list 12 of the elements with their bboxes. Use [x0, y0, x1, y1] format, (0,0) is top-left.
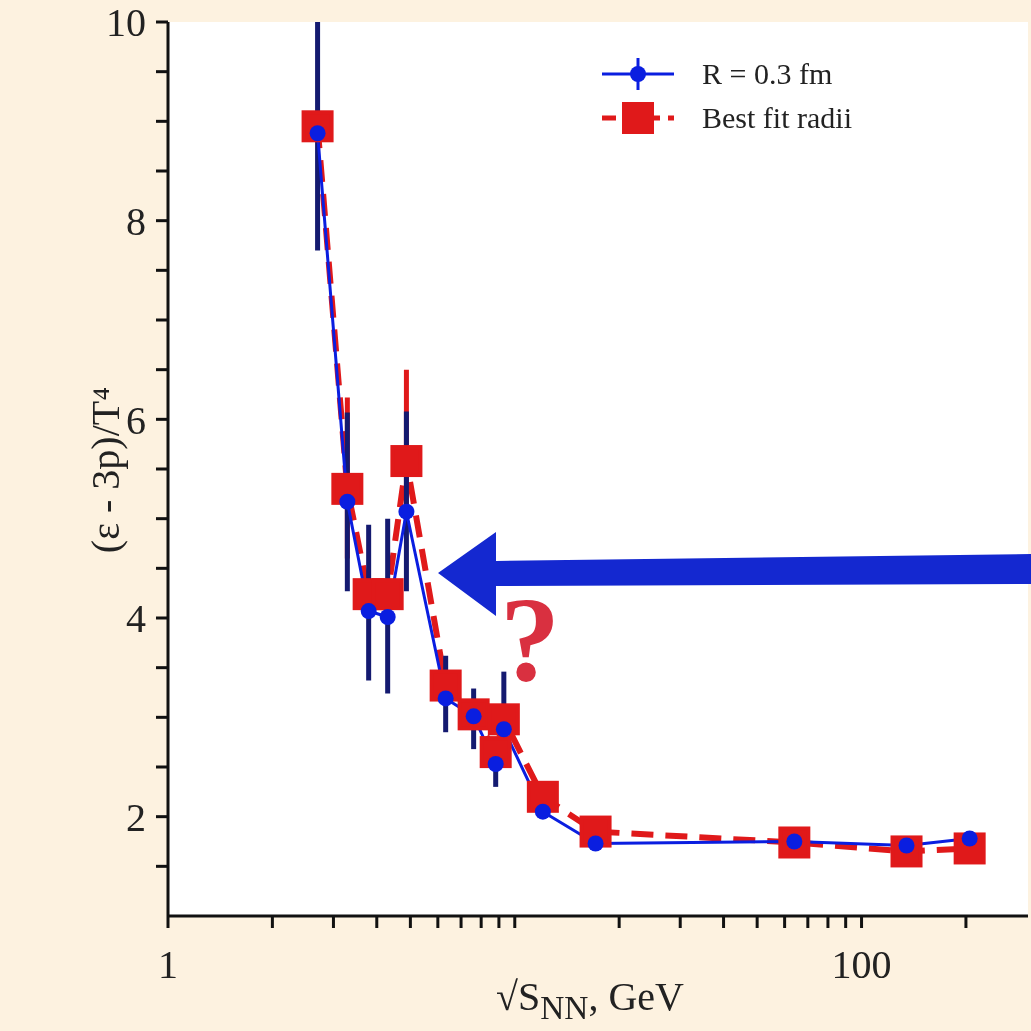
y-tick-label: 2 — [126, 794, 146, 840]
annotation: ? — [500, 573, 560, 706]
y-tick-label: 10 — [106, 0, 146, 46]
y-axis-title: (ε - 3p)/T⁴ — [81, 386, 128, 554]
x-tick-label: 100 — [831, 942, 892, 988]
y-tick-label: 8 — [126, 198, 146, 244]
y-tick-label: 4 — [126, 596, 146, 642]
y-tick-label: 6 — [126, 397, 146, 443]
legend-label: R = 0.3 fm — [702, 57, 833, 91]
x-axis-title: √S$_{NN}$, GeV — [496, 973, 684, 1027]
legend-label: Best fit radii — [702, 101, 852, 135]
x-tick-label: 1 — [158, 942, 178, 988]
